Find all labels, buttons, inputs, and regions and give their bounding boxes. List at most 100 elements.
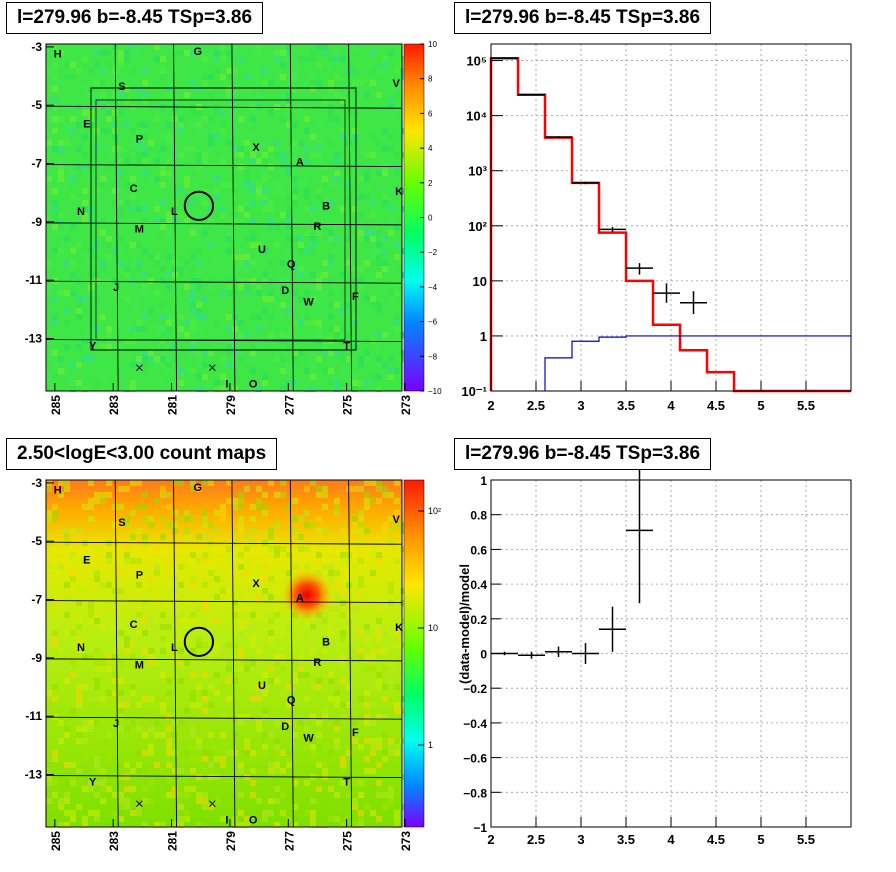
tl-map-pixel xyxy=(160,326,166,332)
tl-lon-grid-line xyxy=(348,43,353,392)
tl-map-pixel xyxy=(64,290,70,296)
bl-source-label: H xyxy=(54,485,62,497)
bl-map-pixel xyxy=(58,648,64,654)
bl-map-pixel xyxy=(364,528,370,534)
bl-map-pixel xyxy=(160,822,166,828)
tl-map-pixel xyxy=(166,320,172,326)
tl-map-pixel xyxy=(304,146,310,152)
bl-map-pixel xyxy=(94,816,100,822)
tl-map-pixel xyxy=(82,164,88,170)
bl-colorbar-label: 10² xyxy=(428,506,441,516)
tl-map-pixel xyxy=(94,50,100,56)
tl-map-pixel xyxy=(112,182,118,188)
bl-map-pixel xyxy=(196,558,202,564)
bl-map-pixel xyxy=(358,780,364,786)
bl-map-pixel xyxy=(256,498,262,504)
bl-map-pixel xyxy=(292,732,298,738)
bl-map-pixel xyxy=(244,738,250,744)
tl-map-pixel xyxy=(370,248,376,254)
tl-map-pixel xyxy=(298,266,304,272)
tl-map-pixel xyxy=(244,284,250,290)
tl-source-label: J xyxy=(113,282,119,294)
bl-map-pixel xyxy=(238,504,244,510)
bl-map-pixel xyxy=(250,756,256,762)
tl-map-pixel xyxy=(334,56,340,62)
bl-colorbar-label: 10 xyxy=(428,623,438,633)
tl-map-pixel xyxy=(376,386,382,392)
tl-map-pixel xyxy=(310,284,316,290)
bl-map-pixel xyxy=(400,588,406,594)
tl-map-pixel xyxy=(292,380,298,386)
bl-map-pixel xyxy=(178,582,184,588)
tl-map-pixel xyxy=(70,170,76,176)
bl-map-pixel xyxy=(64,810,70,816)
bl-map-pixel xyxy=(88,606,94,612)
bl-map-pixel xyxy=(124,726,130,732)
bl-map-pixel xyxy=(388,786,394,792)
tl-map-pixel xyxy=(160,302,166,308)
tl-map-pixel xyxy=(364,296,370,302)
bl-map-pixel xyxy=(226,588,232,594)
tl-map-pixel xyxy=(340,368,346,374)
bl-map-pixel xyxy=(58,660,64,666)
bl-map-pixel xyxy=(298,546,304,552)
bl-map-pixel xyxy=(316,720,322,726)
tl-map-pixel xyxy=(226,314,232,320)
bl-map-pixel xyxy=(382,630,388,636)
tl-map-pixel xyxy=(286,50,292,56)
bl-map-pixel xyxy=(112,522,118,528)
tl-map-pixel xyxy=(124,266,130,272)
tl-map-pixel xyxy=(376,242,382,248)
bl-map-pixel xyxy=(166,726,172,732)
tl-map-pixel xyxy=(322,176,328,182)
tl-map-pixel xyxy=(352,68,358,74)
bl-map-pixel xyxy=(346,684,352,690)
bl-map-pixel xyxy=(364,480,370,486)
tl-map-pixel xyxy=(298,296,304,302)
bl-map-pixel xyxy=(220,816,226,822)
tl-map-pixel xyxy=(166,362,172,368)
bl-map-pixel xyxy=(112,672,118,678)
bl-map-pixel xyxy=(316,822,322,828)
tl-map-pixel xyxy=(364,230,370,236)
bl-source-label: T xyxy=(343,776,350,788)
tl-map-pixel xyxy=(286,170,292,176)
bl-map-pixel xyxy=(46,588,52,594)
tl-map-pixel xyxy=(334,302,340,308)
tl-map-pixel xyxy=(142,158,148,164)
tl-map-pixel xyxy=(400,188,406,194)
tl-map-pixel xyxy=(148,176,154,182)
bl-map-pixel xyxy=(250,642,256,648)
bl-map-pixel xyxy=(130,642,136,648)
tl-map-pixel xyxy=(310,134,316,140)
tl-y-tick-label: -7 xyxy=(31,157,42,171)
bl-map-pixel xyxy=(112,690,118,696)
tl-cross-marker xyxy=(208,364,216,372)
bl-map-pixel xyxy=(316,558,322,564)
tl-map-pixel xyxy=(388,374,394,380)
tl-map-axes: 285 283 281 279 277 275 273-3-5-7-9-11-13 xyxy=(25,40,413,415)
tl-map-pixel xyxy=(166,158,172,164)
tl-map-pixel xyxy=(82,356,88,362)
tl-map-pixel xyxy=(184,320,190,326)
tl-map-pixel xyxy=(340,212,346,218)
tl-map-pixel xyxy=(82,218,88,224)
bl-map-pixel xyxy=(214,774,220,780)
tl-map-pixel xyxy=(310,350,316,356)
tl-map-pixel xyxy=(118,212,124,218)
bl-map-pixel xyxy=(58,816,64,822)
bl-map-pixel xyxy=(274,492,280,498)
tl-map-pixel xyxy=(226,362,232,368)
bl-map-pixel xyxy=(58,822,64,828)
tl-map-pixel xyxy=(196,194,202,200)
tl-map-pixel xyxy=(388,368,394,374)
tl-map-pixel xyxy=(286,290,292,296)
bl-map-pixel xyxy=(388,516,394,522)
tl-source-label: A xyxy=(296,157,304,169)
bl-map-pixel xyxy=(394,636,400,642)
tl-map-pixel xyxy=(208,140,214,146)
bl-map-pixel xyxy=(388,540,394,546)
tl-map-pixel xyxy=(304,128,310,134)
bl-map-pixel xyxy=(304,810,310,816)
bl-map-pixel xyxy=(208,480,214,486)
